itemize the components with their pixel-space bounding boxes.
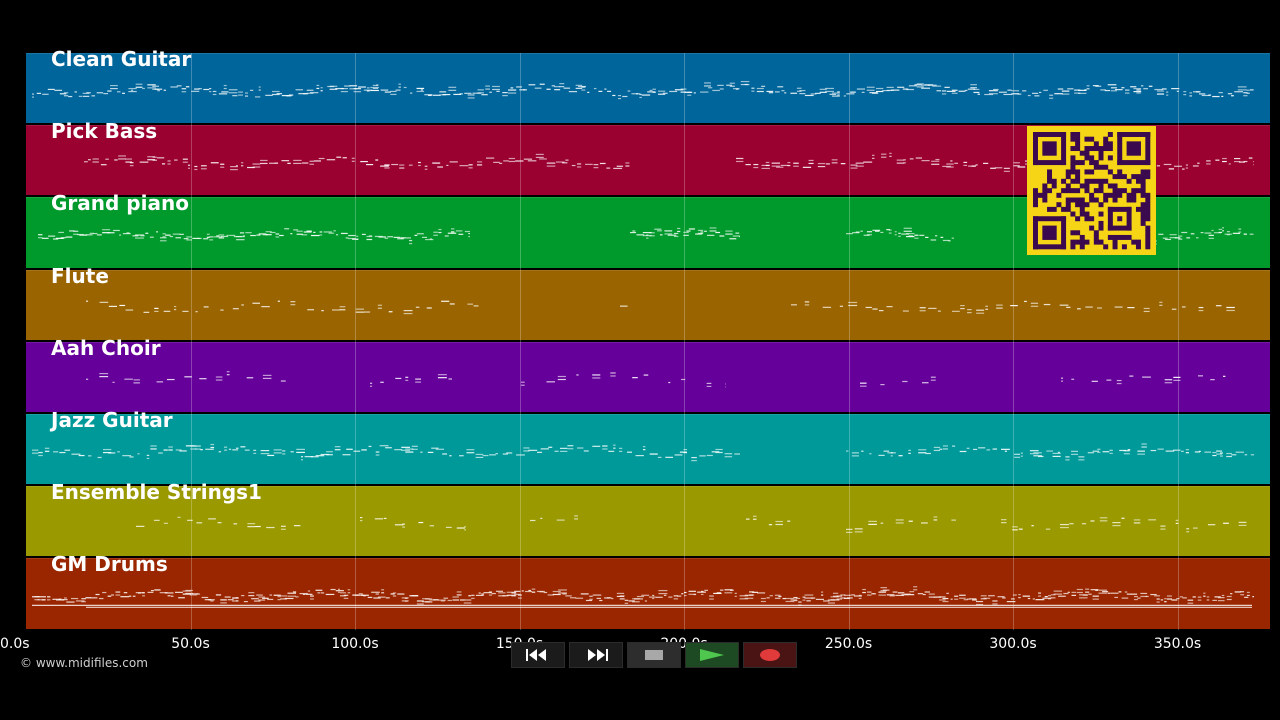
track-name: GM Drums <box>51 552 168 577</box>
axis-tick: 350.0s <box>1153 636 1202 652</box>
record-icon <box>760 649 780 661</box>
track-name: Pick Bass <box>51 119 158 144</box>
axis-tick: 50.0s <box>171 636 210 652</box>
fast-forward-icon <box>588 649 608 661</box>
qr-code[interactable] <box>1027 126 1156 255</box>
track-aah-choir[interactable]: Aah Choir <box>26 336 1270 412</box>
track-gm-drums[interactable]: GM Drums <box>26 552 1270 629</box>
play-button[interactable] <box>685 642 739 668</box>
track-name: Flute <box>51 263 109 288</box>
track-name: Jazz Guitar <box>51 408 173 432</box>
transport-controls <box>511 642 797 668</box>
play-icon <box>700 649 724 661</box>
track-jazz-guitar[interactable]: Jazz Guitar <box>26 408 1270 485</box>
piano-roll: Clean Guitar Pick Bass Grand piano Flute… <box>26 47 1270 630</box>
rewind-button[interactable] <box>511 642 565 668</box>
axis-tick: 300.0s <box>989 636 1037 652</box>
fast-forward-button[interactable] <box>569 642 623 668</box>
midi-notes <box>32 80 1254 609</box>
copyright-text: © www.midifiles.com <box>20 656 148 670</box>
track-name: Grand piano <box>51 191 189 216</box>
track-name: Aah Choir <box>51 335 161 360</box>
stop-button[interactable] <box>627 642 681 668</box>
track-clean-guitar[interactable]: Clean Guitar <box>26 47 1270 124</box>
track-name: Ensemble Strings1 <box>51 480 262 505</box>
track-name: Clean Guitar <box>51 47 192 71</box>
axis-tick: 0.0s <box>0 636 30 652</box>
track-ensemble-strings[interactable]: Ensemble Strings1 <box>26 480 1270 557</box>
stop-icon <box>645 650 663 660</box>
rewind-icon <box>526 649 546 661</box>
axis-tick: 100.0s <box>331 636 379 652</box>
record-button[interactable] <box>743 642 797 668</box>
axis-tick: 250.0s <box>824 636 873 652</box>
